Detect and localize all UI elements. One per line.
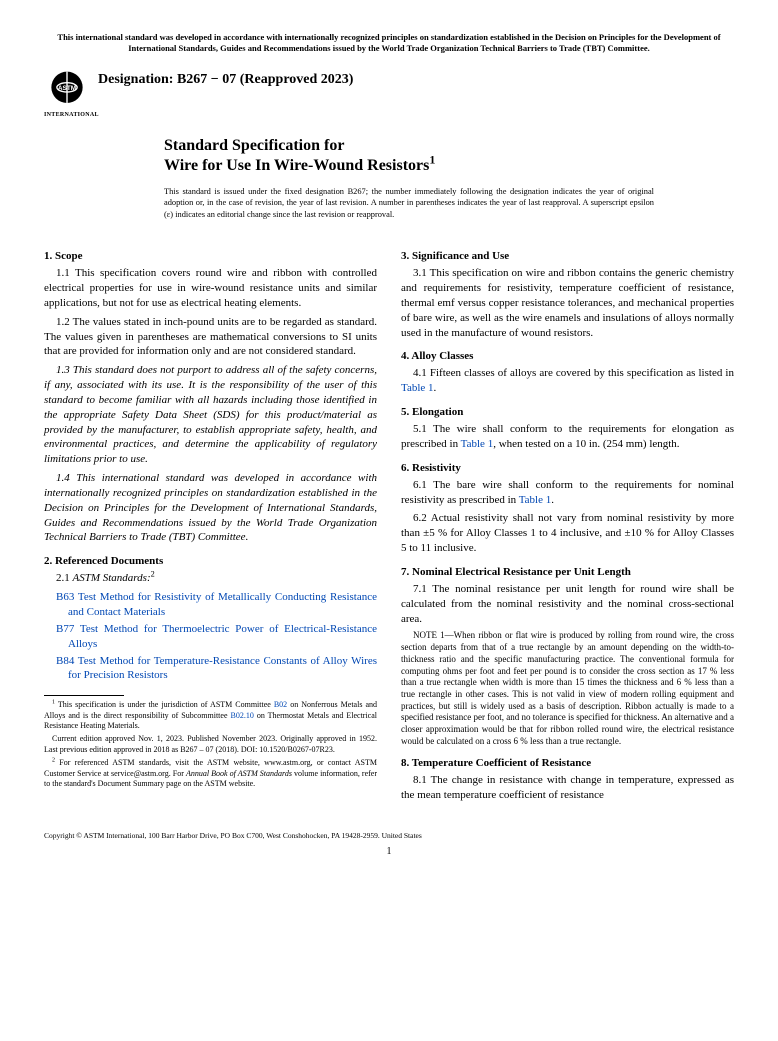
page-number: 1 [44,846,734,857]
para-4-1: 4.1 Fifteen classes of alloys are covere… [401,366,734,396]
ref-b84-code: B84 [56,655,74,667]
ref-b63-text: Test Method for Resistivity of Metallica… [68,591,377,618]
tcr-head: 8. Temperature Coefficient of Resistance [401,757,734,769]
para-8-1: 8.1 The change in resistance with change… [401,773,734,803]
footnote-1b: Current edition approved Nov. 1, 2023. P… [44,734,377,755]
para-3-1: 3.1 This specification on wire and ribbo… [401,266,734,340]
resist-pre: 6.1 The bare wire shall conform to the r… [401,479,734,506]
refdocs-sup: 2 [151,570,155,579]
para-2-1: 2.1 ASTM Standards:2 [44,571,377,586]
para-1-2: 1.2 The values stated in inch-pound unit… [44,315,377,360]
fn1-link1[interactable]: B02 [274,700,287,709]
top-notice: This international standard was develope… [44,32,734,54]
title-sup: 1 [429,153,435,167]
ref-b63-code: B63 [56,591,74,603]
alloy-link[interactable]: Table 1 [401,382,434,394]
para-6-2: 6.2 Actual resistivity shall not vary fr… [401,511,734,556]
title-line2: Wire for Use In Wire-Wound Resistors [164,157,429,174]
resist-post: . [551,494,554,506]
resist-head: 6. Resistivity [401,462,734,474]
logo-label: INTERNATIONAL [44,112,90,118]
ref-b84-text: Test Method for Temperature-Resistance C… [68,655,377,682]
fn1-link2[interactable]: B02.10 [231,711,254,720]
left-column: 1. Scope 1.1 This specification covers r… [44,240,377,807]
alloy-pre: 4.1 Fifteen classes of alloys are covere… [413,367,734,379]
ref-b77-code: B77 [56,623,74,635]
note-1: NOTE 1—When ribbon or flat wire is produ… [401,630,734,747]
sig-head: 3. Significance and Use [401,250,734,262]
title-line1: Standard Specification for [164,137,344,154]
elong-head: 5. Elongation [401,406,734,418]
right-column: 3. Significance and Use 3.1 This specifi… [401,240,734,807]
fn1-a: This specification is under the jurisdic… [55,700,274,709]
ref-b77-text: Test Method for Thermoelectric Power of … [68,623,377,650]
astm-logo: ASTM INTERNATIONAL [44,68,90,118]
elong-link[interactable]: Table 1 [461,438,494,450]
para-7-1: 7.1 The nominal resistance per unit leng… [401,582,734,627]
footnote-rule [44,695,124,696]
elong-post: , when tested on a 10 in. (254 mm) lengt… [493,438,679,450]
para-1-4: 1.4 This international standard was deve… [44,471,377,545]
svg-text:ASTM: ASTM [58,85,76,92]
alloy-post: . [434,382,437,394]
refdocs-head: 2. Referenced Documents [44,555,377,567]
fn2-i: Annual Book of ASTM Standards [186,769,292,778]
body-columns: 1. Scope 1.1 This specification covers r… [44,240,734,807]
ref-b77[interactable]: B77 Test Method for Thermoelectric Power… [56,622,377,652]
copyright: Copyright © ASTM International, 100 Barr… [44,831,734,840]
resist-link[interactable]: Table 1 [519,494,552,506]
para-1-3: 1.3 This standard does not purport to ad… [44,363,377,467]
alloy-head: 4. Alloy Classes [401,350,734,362]
header-row: ASTM INTERNATIONAL Designation: B267 − 0… [44,68,734,118]
footnote-2: 2 For referenced ASTM standards, visit t… [44,758,377,789]
document-title: Standard Specification for Wire for Use … [164,136,734,176]
issuance-note: This standard is issued under the fixed … [164,186,654,220]
ner-head: 7. Nominal Electrical Resistance per Uni… [401,566,734,578]
designation: Designation: B267 − 07 (Reapproved 2023) [98,72,353,88]
ref-b84[interactable]: B84 Test Method for Temperature-Resistan… [56,654,377,684]
refdocs-label: ASTM Standards: [73,572,151,584]
para-5-1: 5.1 The wire shall conform to the requir… [401,422,734,452]
para-6-1: 6.1 The bare wire shall conform to the r… [401,478,734,508]
footnote-1a: 1 This specification is under the jurisd… [44,700,377,731]
para-1-1: 1.1 This specification covers round wire… [44,266,377,311]
scope-head: 1. Scope [44,250,377,262]
refdocs-pre: 2.1 [56,572,73,584]
ref-b63[interactable]: B63 Test Method for Resistivity of Metal… [56,590,377,620]
ref-list: B63 Test Method for Resistivity of Metal… [44,590,377,683]
title-block: Standard Specification for Wire for Use … [164,136,734,176]
